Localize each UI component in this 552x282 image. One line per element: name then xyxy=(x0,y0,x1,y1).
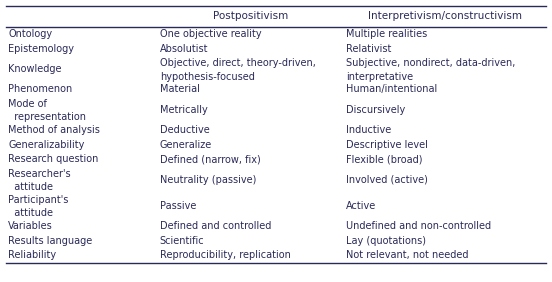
Text: Lay (quotations): Lay (quotations) xyxy=(347,235,426,246)
Text: Defined (narrow, fix): Defined (narrow, fix) xyxy=(160,154,261,164)
Text: Not relevant, not needed: Not relevant, not needed xyxy=(347,250,469,260)
Text: Participant's
  attitude: Participant's attitude xyxy=(8,195,68,218)
Text: Generalizability: Generalizability xyxy=(8,140,84,150)
Text: Research question: Research question xyxy=(8,154,99,164)
Text: Passive: Passive xyxy=(160,201,196,211)
Text: Interpretivism/constructivism: Interpretivism/constructivism xyxy=(368,11,522,21)
Text: Absolutist: Absolutist xyxy=(160,44,208,54)
Text: Metrically: Metrically xyxy=(160,105,208,115)
Text: Postpositivism: Postpositivism xyxy=(213,11,288,21)
Text: Ontology: Ontology xyxy=(8,29,52,39)
Text: Objective, direct, theory-driven,
hypothesis-focused: Objective, direct, theory-driven, hypoth… xyxy=(160,58,316,81)
Text: Phenomenon: Phenomenon xyxy=(8,84,72,94)
Text: Material: Material xyxy=(160,84,200,94)
Text: Mode of
  representation: Mode of representation xyxy=(8,99,86,122)
Text: Human/intentional: Human/intentional xyxy=(347,84,438,94)
Text: Discursively: Discursively xyxy=(347,105,406,115)
Text: Knowledge: Knowledge xyxy=(8,64,62,74)
Text: Researcher's
  attitude: Researcher's attitude xyxy=(8,169,71,192)
Text: Variables: Variables xyxy=(8,221,53,231)
Text: One objective reality: One objective reality xyxy=(160,29,262,39)
Text: Method of analysis: Method of analysis xyxy=(8,125,100,135)
Text: Deductive: Deductive xyxy=(160,125,210,135)
Text: Subjective, nondirect, data-driven,
interpretative: Subjective, nondirect, data-driven, inte… xyxy=(347,58,516,81)
Text: Reliability: Reliability xyxy=(8,250,56,260)
Text: Reproducibility, replication: Reproducibility, replication xyxy=(160,250,290,260)
Text: Epistemology: Epistemology xyxy=(8,44,75,54)
Text: Undefined and non-controlled: Undefined and non-controlled xyxy=(347,221,491,231)
Text: Defined and controlled: Defined and controlled xyxy=(160,221,271,231)
Text: Multiple realities: Multiple realities xyxy=(347,29,428,39)
Text: Neutrality (passive): Neutrality (passive) xyxy=(160,175,256,185)
Text: Involved (active): Involved (active) xyxy=(347,175,428,185)
Text: Active: Active xyxy=(347,201,376,211)
Text: Relativist: Relativist xyxy=(347,44,392,54)
Text: Generalize: Generalize xyxy=(160,140,212,150)
Text: Results language: Results language xyxy=(8,235,93,246)
Text: Flexible (broad): Flexible (broad) xyxy=(347,154,423,164)
Text: Descriptive level: Descriptive level xyxy=(347,140,428,150)
Text: Scientific: Scientific xyxy=(160,235,204,246)
Text: Inductive: Inductive xyxy=(347,125,391,135)
